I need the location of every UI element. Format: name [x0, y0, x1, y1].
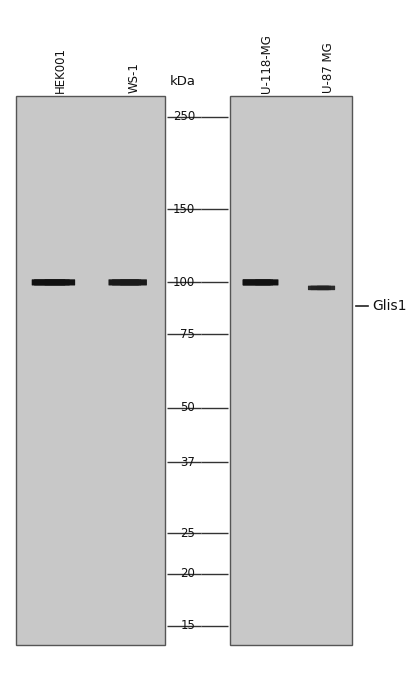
- Text: 250: 250: [173, 110, 195, 123]
- Text: 75: 75: [180, 328, 195, 341]
- FancyBboxPatch shape: [243, 279, 278, 285]
- FancyBboxPatch shape: [317, 285, 331, 290]
- Text: 150: 150: [173, 202, 195, 215]
- FancyBboxPatch shape: [311, 285, 329, 290]
- FancyBboxPatch shape: [32, 279, 75, 285]
- Text: 20: 20: [180, 567, 195, 580]
- FancyBboxPatch shape: [112, 279, 139, 285]
- Text: U-87 MG: U-87 MG: [322, 42, 335, 93]
- Text: U-118-MG: U-118-MG: [260, 34, 274, 93]
- Text: 15: 15: [180, 619, 195, 632]
- Bar: [230, 96, 352, 645]
- Bar: [16, 96, 165, 645]
- Text: Glis1: Glis1: [372, 298, 407, 313]
- FancyBboxPatch shape: [308, 285, 335, 290]
- FancyBboxPatch shape: [44, 279, 70, 285]
- FancyBboxPatch shape: [34, 279, 66, 285]
- FancyBboxPatch shape: [120, 279, 141, 285]
- Text: 100: 100: [173, 276, 195, 289]
- Text: WS-1: WS-1: [128, 62, 141, 93]
- FancyBboxPatch shape: [255, 279, 273, 285]
- Text: kDa: kDa: [169, 75, 195, 88]
- FancyBboxPatch shape: [243, 279, 271, 285]
- Text: 50: 50: [181, 401, 195, 414]
- FancyBboxPatch shape: [108, 279, 147, 285]
- Text: 25: 25: [180, 527, 195, 540]
- Text: HEK001: HEK001: [53, 47, 66, 93]
- Text: 37: 37: [180, 456, 195, 469]
